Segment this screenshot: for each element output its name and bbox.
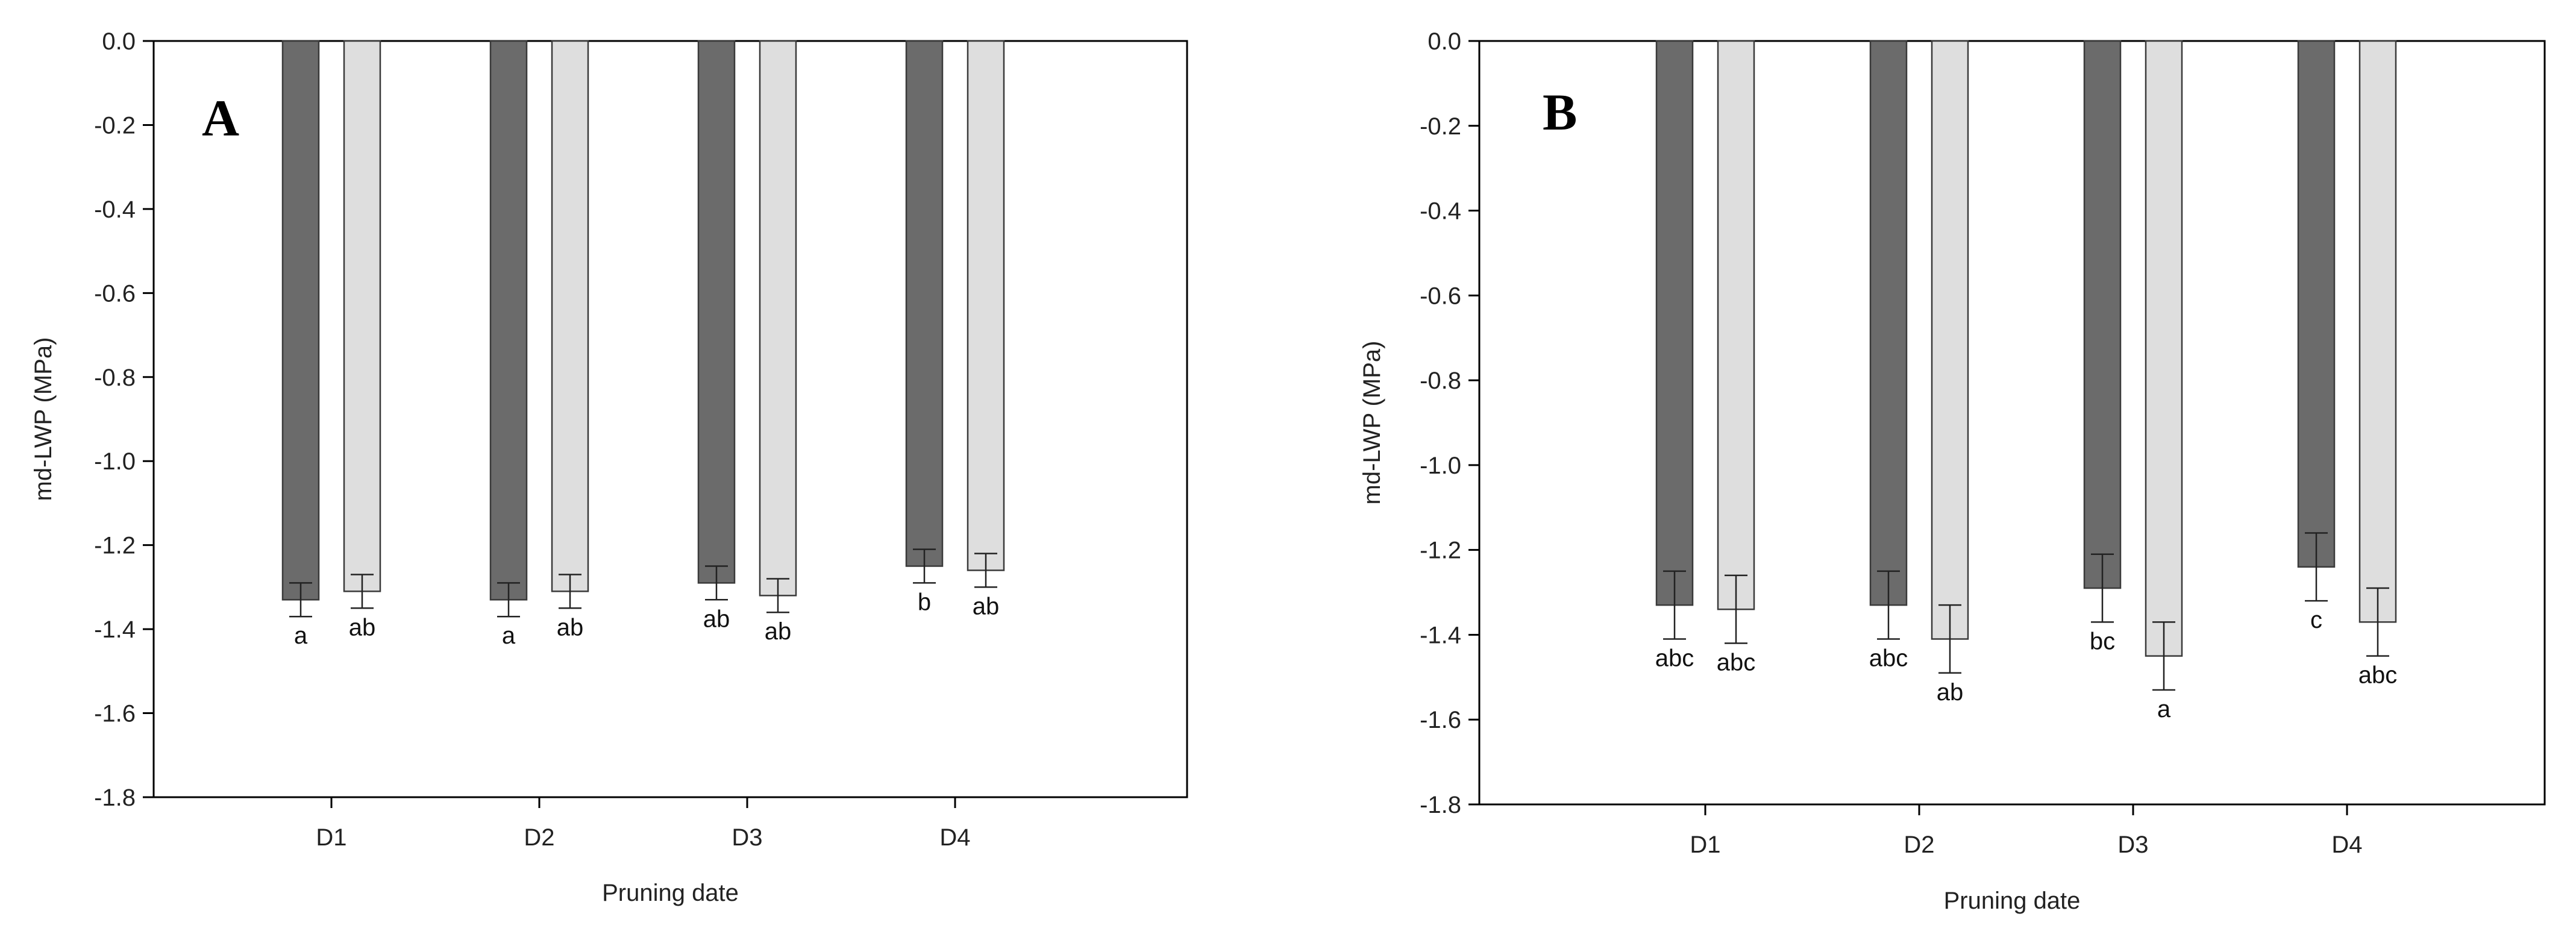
y-tick-label: -0.2 <box>1420 113 1461 140</box>
panel-label: B <box>1543 83 1577 141</box>
significance-label: bc <box>2090 628 2115 654</box>
significance-label: ab <box>557 614 584 641</box>
x-axis-title: Pruning date <box>602 880 739 906</box>
y-tick-label: -0.6 <box>94 280 136 307</box>
significance-label: ab <box>349 614 376 641</box>
bar <box>343 40 381 592</box>
x-tick-label: D4 <box>939 824 970 851</box>
y-tick-label: -0.2 <box>94 112 136 139</box>
y-axis-title: md-LWP (MPa) <box>1359 341 1385 505</box>
plot-frame <box>152 40 1188 798</box>
y-tick-label: -1.0 <box>1420 453 1461 479</box>
bar <box>2358 40 2397 623</box>
bar <box>2145 40 2183 657</box>
significance-label: a <box>294 622 308 649</box>
y-tick-label: -0.8 <box>1420 368 1461 394</box>
bar <box>489 40 528 601</box>
significance-label: ab <box>973 593 1000 619</box>
significance-label: ab <box>1937 679 1964 706</box>
y-tick-label: -0.6 <box>1420 283 1461 309</box>
panel-label: A <box>202 89 239 147</box>
bar <box>1655 40 1694 606</box>
bar <box>2083 40 2122 589</box>
y-tick-label: -0.4 <box>94 196 136 223</box>
bar <box>1931 40 1969 640</box>
significance-label: abc <box>1655 645 1694 671</box>
x-axis-title: Pruning date <box>1944 888 2081 914</box>
x-tick-label: D2 <box>524 824 554 851</box>
y-tick-label: -1.6 <box>94 701 136 727</box>
bar <box>759 40 797 597</box>
y-tick-label: -1.4 <box>94 616 136 643</box>
significance-label: ab <box>765 618 792 645</box>
y-tick-label: -0.8 <box>94 365 136 391</box>
y-tick-label: -1.8 <box>1420 792 1461 818</box>
bar <box>281 40 320 601</box>
significance-label: a <box>2157 696 2171 722</box>
y-tick-label: -1.8 <box>94 785 136 811</box>
y-tick-label: -1.4 <box>1420 622 1461 648</box>
significance-label: abc <box>2358 662 2398 689</box>
chart-panel-a: 0.0 -0.2 -0.4 -0.6 -0.8 -1.0 -1.2 -1.4 -1.6 -1.8 D… <box>30 28 1188 906</box>
x-tick-label: D1 <box>1690 832 1720 858</box>
chart-panel-b: 0.0 -0.2 -0.4 -0.6 -0.8 -1.0 -1.2 -1.4 -1.6 -1.8 D… <box>1359 28 2546 914</box>
x-tick-label: D2 <box>1904 832 1934 858</box>
y-tick-label: 0.0 <box>1427 28 1461 55</box>
bar <box>967 40 1005 571</box>
significance-label: ab <box>703 606 730 632</box>
bar <box>1869 40 1908 606</box>
y-tick-label: -0.4 <box>1420 198 1461 225</box>
bar <box>551 40 589 592</box>
y-axis-title: md-LWP (MPa) <box>30 337 57 501</box>
y-tick-label: 0.0 <box>102 28 136 55</box>
x-tick-label: D3 <box>732 824 762 851</box>
bar <box>2297 40 2336 568</box>
y-tick-label: -1.2 <box>1420 537 1461 564</box>
significance-label: abc <box>1869 645 1908 671</box>
y-tick-label: -1.0 <box>94 448 136 475</box>
significance-label: c <box>2310 607 2322 633</box>
significance-label: b <box>918 589 931 615</box>
significance-label: a <box>502 622 516 649</box>
plot-frame <box>1478 40 2546 806</box>
bar <box>697 40 736 584</box>
y-tick-label: -1.6 <box>1420 707 1461 733</box>
y-tick-label: -1.2 <box>94 533 136 559</box>
x-tick-label: D3 <box>2117 832 2148 858</box>
x-tick-label: D4 <box>2331 832 2362 858</box>
significance-label: abc <box>1717 650 1756 676</box>
bar <box>905 40 944 567</box>
x-tick-label: D1 <box>316 824 346 851</box>
bar <box>1717 40 1755 610</box>
